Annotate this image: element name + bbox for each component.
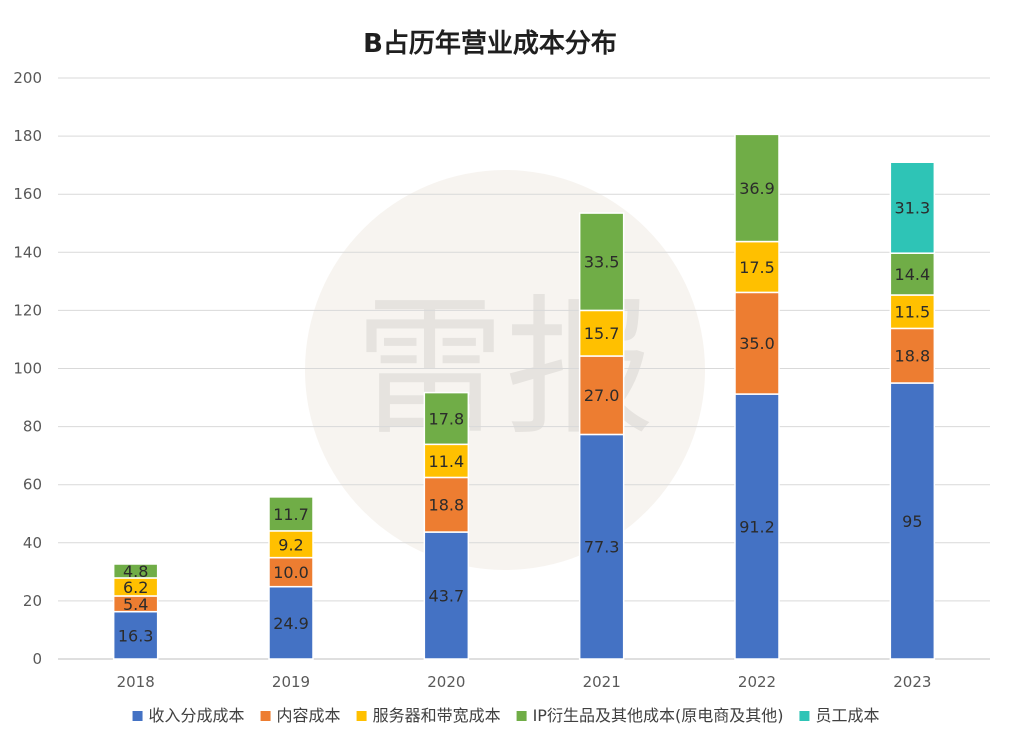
data-label: 27.0	[584, 386, 620, 405]
watermark: 雷报	[305, 170, 705, 570]
bar-segment	[112, 563, 159, 579]
bar-segment	[578, 309, 625, 357]
data-label: 6.2	[123, 578, 148, 597]
y-tick-label: 140	[13, 243, 42, 261]
y-tick-label: 40	[23, 534, 42, 552]
data-label: 5.4	[123, 595, 148, 614]
data-label: 77.3	[584, 538, 620, 557]
legend-label: 服务器和带宽成本	[373, 706, 501, 725]
bar-segment	[268, 530, 314, 559]
y-tick-label: 180	[13, 127, 42, 145]
data-label: 4.8	[123, 562, 148, 581]
bar-segment	[423, 443, 470, 479]
legend: 收入分成成本 内容成本 服务器和带宽成本 IP衍生品及其他成本(原电商及其他) 员工成本	[132, 706, 879, 725]
y-tick-label: 80	[23, 418, 42, 436]
data-label: 18.8	[429, 496, 465, 515]
y-tick-label: 200	[13, 69, 42, 87]
bar-segment	[889, 327, 936, 384]
data-label: 31.3	[895, 199, 931, 218]
y-tick-label: 60	[23, 476, 42, 494]
bar-segment	[889, 294, 936, 330]
bars: 16.3 5.46.24.8 24.9 10.0 9.2 11.7 43.7 18.8 11.4…	[112, 133, 936, 660]
data-label: 11.5	[895, 303, 931, 322]
data-label: 36.9	[739, 179, 775, 198]
data-label: 11.7	[273, 505, 309, 524]
bar-segment	[423, 476, 470, 533]
data-label: 17.5	[739, 258, 775, 277]
bar-segment	[889, 382, 936, 660]
y-tick-label: 120	[13, 301, 42, 319]
x-tick-label: 2023	[893, 673, 931, 691]
y-tick-label: 20	[23, 592, 42, 610]
bar-segment	[578, 212, 625, 312]
legend-swatch	[132, 711, 143, 721]
legend-label: 收入分成成本	[149, 706, 245, 725]
bar-segment	[423, 531, 470, 660]
bar-segment	[734, 291, 780, 395]
data-label: 33.5	[584, 253, 620, 272]
x-axis: 2018 2019 2020 2021 2022 2023	[117, 673, 932, 691]
legend-label: IP衍生品及其他成本(原电商及其他)	[533, 706, 784, 725]
legend-label: 员工成本	[815, 706, 879, 725]
data-label: 95	[902, 512, 922, 531]
data-label: 35.0	[739, 334, 775, 353]
x-tick-label: 2019	[272, 673, 310, 691]
bar-segment	[112, 610, 159, 660]
y-tick-label: 160	[13, 185, 42, 203]
bar-segment	[889, 161, 936, 254]
data-label: 17.8	[429, 409, 465, 428]
data-label: 14.4	[895, 265, 931, 284]
bar-segment	[889, 252, 936, 296]
data-label: 24.9	[273, 614, 309, 633]
y-axis: 0 20 40 60 80 100 120 140 160 180 200	[13, 69, 42, 668]
legend-label: 内容成本	[277, 706, 341, 725]
bar-segment	[268, 556, 314, 588]
bar-segment	[268, 585, 314, 660]
data-label: 16.3	[118, 626, 154, 645]
y-tick-label: 100	[13, 360, 42, 378]
data-label: 9.2	[278, 535, 303, 554]
bar-segment	[423, 391, 470, 446]
x-tick-label: 2018	[117, 673, 155, 691]
x-tick-label: 2022	[738, 673, 776, 691]
legend-swatch	[356, 711, 367, 721]
bar-segment	[734, 133, 780, 243]
bar-segment	[734, 393, 780, 660]
legend-swatch	[260, 711, 271, 721]
data-label: 43.7	[429, 587, 465, 606]
legend-swatch	[516, 711, 527, 721]
bar-segment	[268, 496, 314, 532]
x-tick-label: 2020	[427, 673, 465, 691]
chart-title: B占历年营业成本分布	[363, 28, 617, 59]
data-label: 15.7	[584, 324, 620, 343]
legend-swatch	[799, 711, 810, 721]
x-tick-label: 2021	[583, 673, 621, 691]
data-label: 10.0	[273, 563, 309, 582]
data-label: 11.4	[429, 452, 465, 471]
data-label: 18.8	[895, 347, 931, 366]
data-label: 91.2	[739, 518, 775, 537]
y-tick-label: 0	[32, 650, 42, 668]
gridlines	[58, 77, 990, 660]
